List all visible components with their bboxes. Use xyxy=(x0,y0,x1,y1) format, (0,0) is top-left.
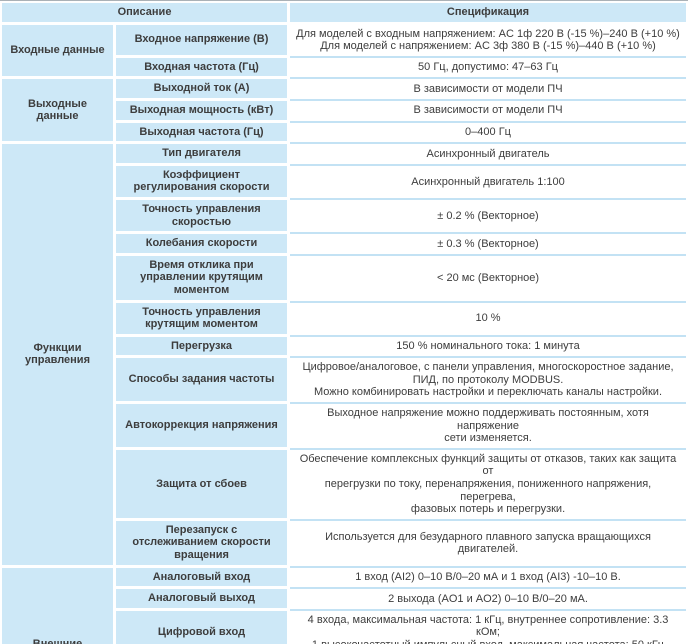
group-cell: Внешние подключения xyxy=(2,567,116,644)
table-row: Точность управления крутящим моментом 10 … xyxy=(2,302,686,337)
specification-cell: Выходное напряжение можно поддерживать п… xyxy=(290,404,686,450)
table-row: Перезапуск с отслеживанием скорости вращ… xyxy=(2,520,686,568)
specification-cell: Обеспечение комплексных функций защиты о… xyxy=(290,449,686,521)
table-row: Цифровой вход 4 входа, максимальная часто… xyxy=(2,610,686,644)
parameter-cell: Колебания скорости xyxy=(116,234,291,256)
specification-cell: 50 Гц, допустимо: 47–63 Гц xyxy=(290,57,686,80)
table-row: Аналоговый выход 2 выхода (AO1 и AO2) 0–1… xyxy=(2,589,686,611)
parameter-cell: Аналоговый выход xyxy=(116,589,291,611)
specification-cell: 1 вход (AI2) 0–10 В/0–20 мА и 1 вход (AI… xyxy=(290,567,686,590)
table-row: Входная частота (Гц) 50 Гц, допустимо: 47… xyxy=(2,57,686,80)
parameter-cell: Аналоговый вход xyxy=(116,567,291,590)
parameter-cell: Точность управления скоростью xyxy=(116,199,291,235)
table-row: Функции управления Тип двигателя Асинхронн… xyxy=(2,144,686,568)
table-row: Выходная частота (Гц) 0–400 Гц xyxy=(2,122,686,145)
table-header: Описание Спецификация xyxy=(2,3,686,25)
table-row: Перегрузка 150 % номинального тока: 1 мин… xyxy=(2,336,686,359)
table-row: Выходные данные Выходной ток (А) В зависим… xyxy=(2,79,686,145)
parameter-cell: Перезапуск с отслеживанием скорости вращ… xyxy=(116,520,291,568)
table-row: Коэффициент регулирования скорости Асинхр… xyxy=(2,165,686,200)
table-row: Защита от сбоев Обеспечение комплексных ф… xyxy=(2,449,686,521)
table-body: Входные данные Входное напряжение (В) Для … xyxy=(2,24,686,644)
specification-cell: Используется для безударного плавного за… xyxy=(290,520,686,568)
parameter-cell: Тип двигателя xyxy=(116,144,291,166)
parameter-cell: Выходная мощность (кВт) xyxy=(116,100,291,123)
specification-table: Описание Спецификация Входные данные Вход… xyxy=(2,3,686,644)
specification-cell: Асинхронный двигатель 1:100 xyxy=(290,165,686,200)
specification-cell: 4 входа, максимальная частота: 1 кГц, вн… xyxy=(290,610,686,644)
parameter-cell: Цифровой вход xyxy=(116,610,291,644)
parameter-cell: Перегрузка xyxy=(116,336,291,359)
parameter-cell: Входная частота (Гц) xyxy=(116,57,291,80)
specification-cell: 150 % номинального тока: 1 минута xyxy=(290,336,686,359)
specification-cell: Для моделей с входным напряжением: AC 1ф… xyxy=(290,24,686,58)
group-cell: Функции управления xyxy=(2,144,116,568)
parameter-cell: Автокоррекция напряжения xyxy=(116,404,291,450)
parameter-cell: Входное напряжение (В) xyxy=(116,24,291,58)
parameter-cell: Защита от сбоев xyxy=(116,449,291,521)
table-row: Колебания скорости ± 0.3 % (Векторное) xyxy=(2,234,686,256)
table-row: Входные данные Входное напряжение (В) Для … xyxy=(2,24,686,80)
parameter-cell: Выходной ток (А) xyxy=(116,79,291,101)
specification-cell: 2 выхода (AO1 и AO2) 0–10 В/0–20 мА. xyxy=(290,589,686,611)
specification-cell: В зависимости от модели ПЧ xyxy=(290,79,686,101)
specification-cell: 10 % xyxy=(290,302,686,337)
table-row: Время отклика при управлении крутящим мо… xyxy=(2,255,686,303)
group-cell: Входные данные xyxy=(2,24,116,80)
parameter-cell: Точность управления крутящим моментом xyxy=(116,302,291,337)
table-row: Способы задания частоты Цифровое/аналогов… xyxy=(2,358,686,405)
specification-cell: ± 0.3 % (Векторное) xyxy=(290,234,686,256)
header-row: Описание Спецификация xyxy=(2,3,686,25)
table-row: Точность управления скоростью ± 0.2 % (Ве… xyxy=(2,199,686,235)
parameter-cell: Коэффициент регулирования скорости xyxy=(116,165,291,200)
table-row: Выходная мощность (кВт) В зависимости от … xyxy=(2,100,686,123)
specification-cell: Цифровое/аналоговое, с панели управления… xyxy=(290,358,686,405)
parameter-cell: Время отклика при управлении крутящим мо… xyxy=(116,255,291,303)
specification-cell: < 20 мс (Векторное) xyxy=(290,255,686,303)
parameter-cell: Выходная частота (Гц) xyxy=(116,122,291,145)
specification-cell: Асинхронный двигатель xyxy=(290,144,686,166)
group-cell: Выходные данные xyxy=(2,79,116,145)
column-header-description: Описание xyxy=(2,3,291,25)
specification-cell: 0–400 Гц xyxy=(290,122,686,145)
column-header-specification: Спецификация xyxy=(290,3,686,25)
specification-cell: ± 0.2 % (Векторное) xyxy=(290,199,686,235)
table-row: Автокоррекция напряжения Выходное напряже… xyxy=(2,404,686,450)
parameter-cell: Способы задания частоты xyxy=(116,358,291,405)
specification-cell: В зависимости от модели ПЧ xyxy=(290,100,686,123)
